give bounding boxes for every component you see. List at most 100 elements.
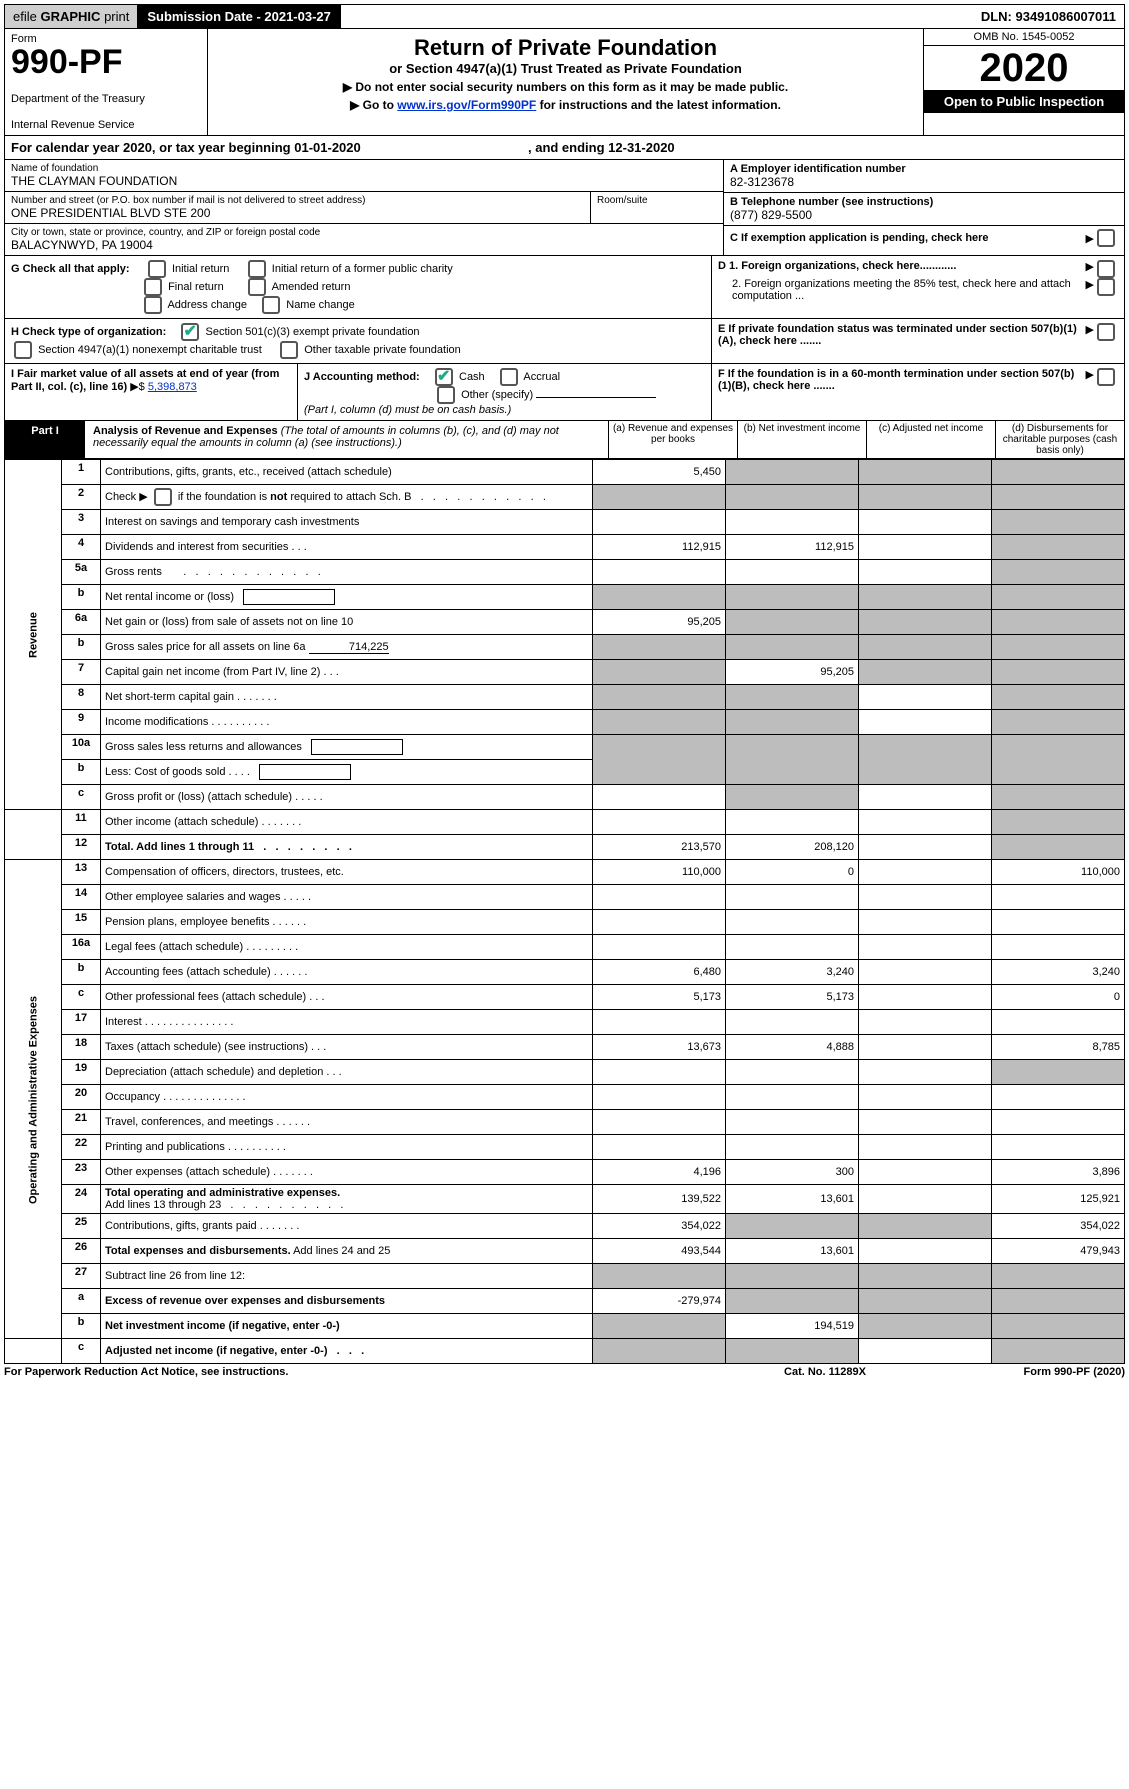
g-initial-former-checkbox[interactable] [248, 260, 266, 278]
col-a-header: (a) Revenue and expenses per books [608, 421, 737, 458]
table-row: 22Printing and publications . . . . . . … [5, 1135, 1125, 1160]
h-501c3-checkbox[interactable] [181, 323, 199, 341]
phone-label: B Telephone number (see instructions) [730, 196, 1118, 208]
f-checkbox[interactable] [1097, 368, 1115, 386]
dln: DLN: 93491086007011 [973, 5, 1124, 28]
h-opt2: Section 4947(a)(1) nonexempt charitable … [38, 344, 262, 356]
table-row: bAccounting fees (attach schedule) . . .… [5, 960, 1125, 985]
table-row: 18Taxes (attach schedule) (see instructi… [5, 1035, 1125, 1060]
g-final-return-checkbox[interactable] [144, 278, 162, 296]
entity-block: Name of foundation THE CLAYMAN FOUNDATIO… [4, 160, 1125, 256]
table-row: Revenue 1 Contributions, gifts, grants, … [5, 460, 1125, 485]
j-other-checkbox[interactable] [437, 386, 455, 404]
table-row: 14Other employee salaries and wages . . … [5, 885, 1125, 910]
table-row: aExcess of revenue over expenses and dis… [5, 1289, 1125, 1314]
c-checkbox[interactable] [1097, 229, 1115, 247]
table-row: 2 Check ▶ if the foundation is not requi… [5, 485, 1125, 510]
table-row: 3Interest on savings and temporary cash … [5, 510, 1125, 535]
e-label: E If private foundation status was termi… [718, 323, 1086, 359]
j-cash-checkbox[interactable] [435, 368, 453, 386]
inline-input[interactable] [243, 589, 335, 605]
g-label: G Check all that apply: [11, 263, 130, 275]
efile-print: print [104, 9, 129, 24]
calendar-year-row: For calendar year 2020, or tax year begi… [4, 136, 1125, 160]
street-address: ONE PRESIDENTIAL BLVD STE 200 [11, 206, 584, 220]
part1-header: Part I Analysis of Revenue and Expenses … [4, 421, 1125, 459]
e-checkbox[interactable] [1097, 323, 1115, 341]
inline-input[interactable] [259, 764, 351, 780]
part1-tab: Part I [5, 421, 85, 458]
g-amended-checkbox[interactable] [248, 278, 266, 296]
omb-number: OMB No. 1545-0052 [924, 29, 1124, 46]
header-mid: Return of Private Foundation or Section … [208, 29, 923, 135]
j-label: J Accounting method: [304, 371, 420, 383]
j-cash: Cash [459, 371, 485, 383]
col-b-header: (b) Net investment income [737, 421, 866, 458]
g-address-change-checkbox[interactable] [144, 296, 162, 314]
table-row: 25Contributions, gifts, grants paid . . … [5, 1214, 1125, 1239]
h-opt3: Other taxable private foundation [304, 344, 461, 356]
footer-right: Form 990-PF (2020) [925, 1366, 1125, 1378]
g-name-change-checkbox[interactable] [262, 296, 280, 314]
table-row: 12Total. Add lines 1 through 11 . . . . … [5, 835, 1125, 860]
j-note: (Part I, column (d) must be on cash basi… [304, 404, 511, 416]
part1-title: Analysis of Revenue and Expenses [93, 425, 278, 437]
form-header: Form 990-PF Department of the Treasury I… [4, 29, 1125, 136]
table-row: 23Other expenses (attach schedule) . . .… [5, 1160, 1125, 1185]
i-label: I Fair market value of all assets at end… [11, 368, 279, 393]
table-row: 16aLegal fees (attach schedule) . . . . … [5, 935, 1125, 960]
footer: For Paperwork Reduction Act Notice, see … [4, 1364, 1125, 1380]
f-label: F If the foundation is in a 60-month ter… [718, 368, 1086, 416]
g-opt5: Address change [167, 299, 247, 311]
table-row: 15Pension plans, employee benefits . . .… [5, 910, 1125, 935]
efile-prefix: efile [13, 9, 37, 24]
j-accrual-checkbox[interactable] [500, 368, 518, 386]
table-row: 17Interest . . . . . . . . . . . . . . . [5, 1010, 1125, 1035]
g-opt1: Initial return [172, 263, 229, 275]
h-label: H Check type of organization: [11, 326, 166, 338]
table-row: bNet investment income (if negative, ent… [5, 1314, 1125, 1339]
d2-label: 2. Foreign organizations meeting the 85%… [718, 278, 1086, 302]
schb-checkbox[interactable] [154, 488, 172, 506]
efile-label: efile GRAPHIC print [5, 5, 137, 28]
d1-checkbox[interactable] [1097, 260, 1115, 278]
arrow-icon: ▶ [1086, 323, 1094, 359]
city-state-zip: BALACYNWYD, PA 19004 [11, 238, 717, 252]
city-label: City or town, state or province, country… [11, 227, 717, 238]
tax-year: 2020 [924, 46, 1124, 90]
phone-value: (877) 829-5500 [730, 208, 1118, 222]
table-row: 8Net short-term capital gain . . . . . .… [5, 685, 1125, 710]
expenses-side-label: Operating and Administrative Expenses [5, 860, 62, 1339]
submission-date: Submission Date - 2021-03-27 [137, 5, 341, 28]
g-d-block: G Check all that apply: Initial return I… [4, 256, 1125, 319]
table-row: bNet rental income or (loss) [5, 585, 1125, 610]
name-label: Name of foundation [11, 163, 717, 174]
table-row: 21Travel, conferences, and meetings . . … [5, 1110, 1125, 1135]
g-initial-return-checkbox[interactable] [148, 260, 166, 278]
d2-checkbox[interactable] [1097, 278, 1115, 296]
part1-table: Revenue 1 Contributions, gifts, grants, … [4, 459, 1125, 1364]
room-label: Room/suite [597, 195, 717, 206]
line-number: 1 [62, 460, 101, 485]
inline-input[interactable] [311, 739, 403, 755]
h-4947-checkbox[interactable] [14, 341, 32, 359]
efile-graphic: GRAPHIC [40, 9, 100, 24]
table-row: 19Depreciation (attach schedule) and dep… [5, 1060, 1125, 1085]
header-instr1: ▶ Do not enter social security numbers o… [216, 80, 915, 94]
cal-pre: For calendar year 2020, or tax year begi… [11, 140, 294, 155]
arrow-icon: ▶ [1086, 278, 1094, 302]
cal-end: 12-31-2020 [608, 140, 675, 155]
d1-label: D 1. Foreign organizations, check here..… [718, 260, 1086, 278]
h-e-block: H Check type of organization: Section 50… [4, 319, 1125, 364]
form-subtitle: or Section 4947(a)(1) Trust Treated as P… [216, 61, 915, 76]
revenue-side-label: Revenue [5, 460, 62, 810]
table-row: cGross profit or (loss) (attach schedule… [5, 785, 1125, 810]
h-other-taxable-checkbox[interactable] [280, 341, 298, 359]
g-opt3: Final return [168, 281, 224, 293]
table-row: 11Other income (attach schedule) . . . .… [5, 810, 1125, 835]
j-other: Other (specify) [461, 389, 533, 401]
header-instr2: ▶ Go to www.irs.gov/Form990PF for instru… [216, 98, 915, 112]
irs-link[interactable]: www.irs.gov/Form990PF [397, 98, 536, 112]
table-row: 24Total operating and administrative exp… [5, 1185, 1125, 1214]
g-opt4: Amended return [272, 281, 351, 293]
